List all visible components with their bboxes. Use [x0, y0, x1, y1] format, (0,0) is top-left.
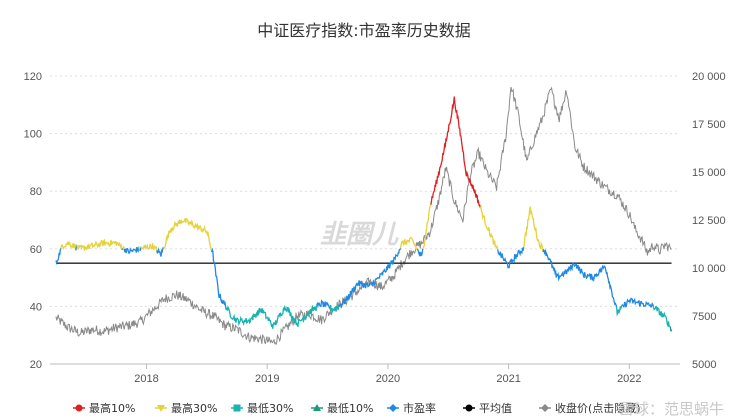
y-right-tick-label: 10 000: [692, 263, 726, 275]
axes: 20 40 60 80 100 120 5000 7500 10 000 12 500 15 000…: [24, 71, 726, 385]
pe-line-segment[interactable]: [162, 217, 213, 253]
pe-line-segment[interactable]: [126, 247, 135, 255]
pe-line-segment[interactable]: [644, 300, 652, 308]
price-series[interactable]: [55, 86, 672, 346]
legend: 最高10% 最高30% 最低30% 最低10% 市盈率 平均值 收盘价(点击隐藏): [73, 401, 641, 415]
pe-line-segment[interactable]: [142, 243, 150, 250]
legend-marker: [157, 405, 165, 412]
pe-line-segment[interactable]: [655, 305, 671, 328]
pe-line-segment[interactable]: [123, 247, 128, 254]
y-right-tick-label: 12 500: [692, 215, 726, 227]
legend-marker: [389, 404, 397, 412]
legend-item[interactable]: 最低30%: [231, 402, 293, 415]
y-left-tick-label: 20: [30, 359, 42, 371]
pe-line-segment[interactable]: [272, 304, 318, 329]
chart-title: 中证医疗指数:市盈率历史数据: [257, 21, 470, 40]
legend-label: 最低30%: [247, 402, 293, 415]
pe-line-segment[interactable]: [521, 246, 525, 251]
pe-line-segment[interactable]: [623, 301, 627, 308]
x-tick-label: 2020: [376, 373, 400, 385]
legend-item[interactable]: 最高30%: [155, 401, 217, 415]
pe-line-segment[interactable]: [615, 304, 623, 317]
legend-item[interactable]: 收盘价(点击隐藏): [539, 401, 641, 415]
x-tick-label: 2018: [134, 373, 158, 385]
legend-label: 最高10%: [89, 401, 135, 415]
pe-line-segment[interactable]: [122, 246, 125, 250]
pe-line-segment[interactable]: [625, 297, 646, 308]
y-left-tick-label: 100: [24, 129, 42, 141]
pe-line-segment[interactable]: [316, 299, 325, 309]
pe-line-segment[interactable]: [542, 248, 618, 308]
pe-line-segment[interactable]: [211, 247, 227, 307]
pe-line-segment[interactable]: [497, 247, 524, 269]
pe-line-segment[interactable]: [60, 241, 76, 250]
pe-line-segment[interactable]: [55, 248, 62, 266]
pe-line-segment[interactable]: [153, 245, 158, 251]
pe-line-segment[interactable]: [156, 246, 165, 257]
legend-label: 平均值: [479, 402, 512, 415]
pe-line-segment[interactable]: [224, 305, 274, 329]
price-line[interactable]: [55, 86, 672, 346]
legend-item[interactable]: 最低10%: [311, 402, 373, 415]
y-right-tick-label: 7500: [692, 311, 716, 323]
pe-line-segment[interactable]: [650, 302, 655, 308]
y-right-tick-label: 5000: [692, 359, 716, 371]
legend-label: 最高30%: [171, 401, 217, 415]
pe-line-segment[interactable]: [422, 204, 432, 249]
y-right-tick-label: 15 000: [692, 167, 726, 179]
y-left-tick-label: 40: [30, 301, 42, 313]
pe-line-segment[interactable]: [324, 301, 331, 309]
y-right-tick-label: 17 500: [692, 119, 726, 131]
pe-line-segment[interactable]: [652, 306, 657, 311]
legend-marker: [541, 404, 549, 412]
x-tick-label: 2022: [617, 373, 641, 385]
watermark-logo-text: 韭圈儿: [320, 220, 399, 250]
pe-line-segment[interactable]: [136, 246, 140, 253]
legend-marker: [313, 404, 321, 411]
watermark-logo: 韭圈儿: [320, 220, 399, 250]
pe-line-segment[interactable]: [479, 204, 499, 250]
pe-line-segment[interactable]: [336, 304, 340, 311]
pe-line-segment[interactable]: [75, 244, 78, 251]
y-right-tick-label: 20 000: [692, 71, 726, 83]
legend-marker: [233, 404, 241, 412]
legend-label: 最低10%: [327, 402, 373, 415]
legend-label: 市盈率: [403, 401, 436, 415]
pe-line-segment[interactable]: [669, 326, 673, 332]
pe-line-segment[interactable]: [399, 236, 417, 250]
pe-series[interactable]: [55, 96, 673, 332]
pe-line-segment[interactable]: [88, 238, 123, 250]
y-left-tick-label: 80: [30, 186, 42, 198]
pe-line-segment[interactable]: [416, 248, 424, 257]
legend-item[interactable]: 最高10%: [73, 401, 135, 415]
legend-item[interactable]: 平均值: [463, 402, 512, 415]
y-left-tick-label: 60: [30, 244, 42, 256]
y-left-tick-label: 120: [24, 71, 42, 83]
x-tick-label: 2021: [496, 373, 520, 385]
pe-line-segment[interactable]: [329, 304, 337, 314]
pe-line-segment[interactable]: [133, 246, 138, 253]
legend-marker: [75, 404, 83, 412]
watermark-footer: 雪球：范思蜗牛: [619, 400, 724, 418]
pe-line-segment[interactable]: [415, 247, 418, 250]
x-tick-label: 2019: [255, 373, 279, 385]
legend-item[interactable]: 市盈率: [387, 401, 436, 415]
legend-label: 收盘价(点击隐藏): [555, 401, 641, 415]
pe-line-segment[interactable]: [523, 206, 544, 252]
pe-line-segment[interactable]: [338, 248, 402, 309]
pe-line-segment[interactable]: [121, 248, 124, 251]
pe-line-segment[interactable]: [430, 96, 481, 209]
pe-line-segment[interactable]: [86, 243, 90, 251]
pe-line-segment[interactable]: [77, 244, 86, 251]
legend-marker: [465, 404, 473, 412]
